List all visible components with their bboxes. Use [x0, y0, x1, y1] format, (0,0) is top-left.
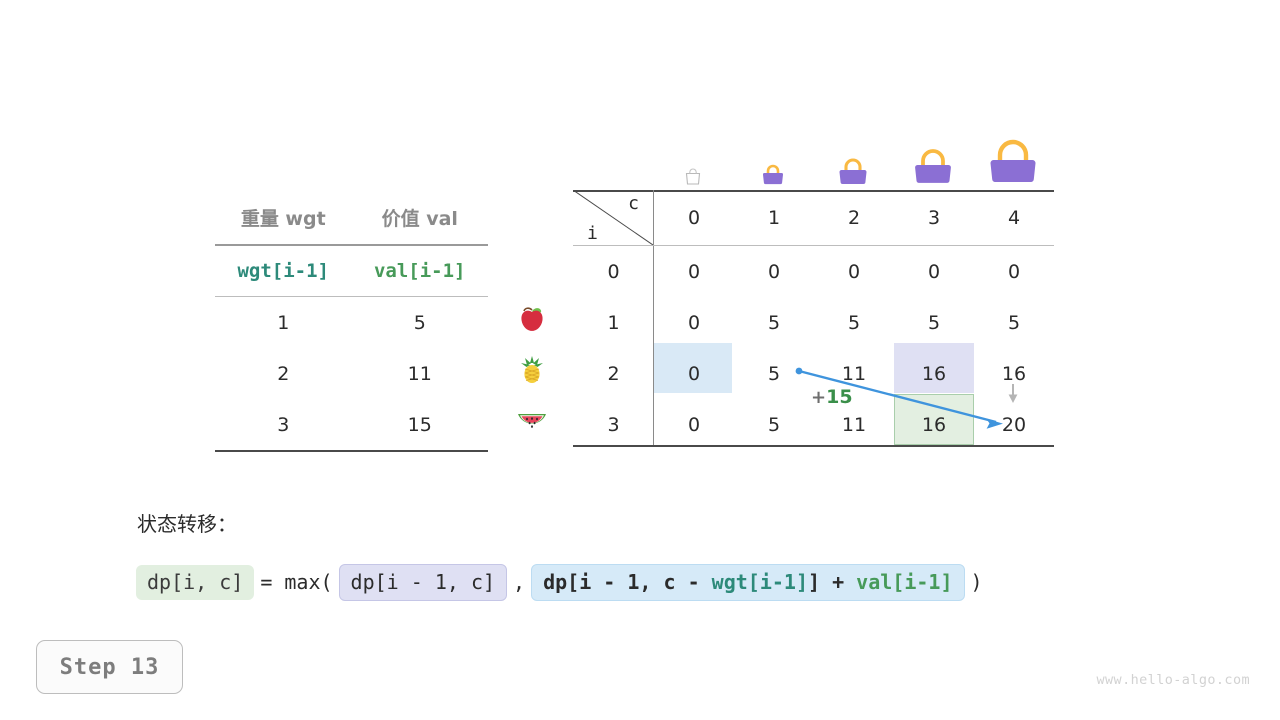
dp-cell-0-0: 0: [687, 260, 701, 283]
column-header-value: 价值 val: [351, 190, 488, 246]
dp-cell-1-2: 5: [847, 311, 861, 334]
capacity-header-2: 2: [847, 206, 861, 229]
row-label-2: 2: [607, 362, 620, 385]
capacity-header-3: 3: [927, 206, 941, 229]
dp-cell-2-4: 16: [1001, 362, 1027, 385]
dp-cell-3-0: 0: [687, 413, 701, 436]
bag-capacity-icons: [653, 126, 1053, 186]
item-weight-1: 1: [277, 311, 290, 334]
formula-equals: =: [260, 570, 273, 594]
row-label-3: 3: [607, 413, 620, 436]
dp-cell-2-0: 0: [687, 362, 701, 385]
dp-cell-0-4: 0: [1007, 260, 1021, 283]
item-table-variable-row: wgt[i-1] val[i-1]: [215, 245, 488, 297]
status-badge: Step 13: [36, 640, 183, 694]
dp-cell-2-3: 16: [921, 362, 947, 385]
formula-option-skip: dp[i - 1, c]: [338, 563, 508, 601]
increment-sign: +: [811, 387, 827, 408]
dp-corner-spacer: [573, 190, 654, 246]
watermelon-icon: [510, 405, 554, 440]
table-top-rule: [573, 190, 1054, 192]
bag-icon-0: [653, 166, 733, 186]
item-value-2: 11: [407, 362, 432, 385]
dp-cell-1-4: 5: [1007, 311, 1021, 334]
transition-heading: 状态转移：: [137, 512, 237, 536]
dp-cell-0-1: 0: [767, 260, 781, 283]
table-row: 2 11: [215, 348, 488, 399]
dp-cell-3-3: 16: [921, 413, 947, 436]
diagonal-divider-icon: [573, 190, 653, 245]
item-value-3: 15: [351, 399, 488, 452]
watermark: www.hello-algo.com: [1096, 672, 1250, 688]
corner-header-cell: c i: [573, 190, 653, 245]
formula-option-take: dp[i - 1, c - wgt[i-1]] + val[i-1]: [531, 563, 965, 601]
formula-close-paren: ): [970, 570, 983, 594]
dp-cell-3-4: 20: [1001, 413, 1027, 436]
formula-target: dp[i, c]: [136, 564, 255, 600]
dp-cell-0-3: 0: [927, 260, 941, 283]
pineapple-icon: [510, 354, 554, 389]
capacity-header-4: 4: [1007, 206, 1021, 229]
formula-take-prefix: dp[i - 1, c -: [543, 569, 712, 594]
capacity-header-1: 1: [767, 206, 781, 229]
bag-icon-1: [733, 160, 813, 186]
table-row: 3 15: [215, 399, 488, 452]
corner-label-c: c: [628, 193, 639, 214]
item-value-1: 5: [413, 311, 426, 334]
table-row: 1 5: [215, 297, 488, 349]
item-weight-2: 2: [277, 362, 290, 385]
dp-cell-2-1: 5: [767, 362, 781, 385]
bag-icon-4: [973, 134, 1053, 186]
apple-icon: [510, 303, 554, 338]
step-label: Step 13: [59, 654, 160, 680]
formula-take-mid: ] +: [808, 569, 857, 594]
corner-label-i: i: [587, 223, 598, 244]
variable-val-label: val[i-1]: [351, 245, 488, 297]
increment-number: 15: [826, 386, 853, 408]
item-weight-value-table: 重量 wgt 价值 val wgt[i-1] val[i-1] 1 5 2 11…: [215, 190, 488, 452]
state-transition-formula: dp[i, c] = max( dp[i - 1, c] , dp[i - 1,…: [136, 559, 989, 605]
formula-take-wgt: wgt[i-1]: [711, 569, 808, 594]
dp-cell-3-1: 5: [767, 413, 781, 436]
arrow-increment-label: +15: [811, 386, 853, 408]
bag-icon-3: [893, 144, 973, 186]
column-header-weight: 重量 wgt: [215, 190, 352, 246]
table-bottom-rule: [573, 445, 1054, 447]
formula-take-val: val[i-1]: [856, 569, 953, 594]
capacity-header-0: 0: [687, 206, 701, 229]
formula-max-open: max(: [284, 570, 333, 594]
dp-cell-1-3: 5: [927, 311, 941, 334]
item-table-header-row: 重量 wgt 价值 val: [215, 190, 488, 246]
row-label-0: 0: [607, 260, 620, 283]
table-header-rule: [573, 245, 1054, 246]
table-row: 1 0 5 5 5 5: [573, 297, 1054, 348]
dp-cell-1-1: 5: [767, 311, 781, 334]
bag-icon-2: [813, 154, 893, 186]
formula-comma: ,: [513, 570, 526, 594]
table-vertical-rule: [653, 190, 654, 445]
dp-header-row: 0 1 2 3 4: [573, 190, 1054, 246]
item-weight-3: 3: [215, 399, 352, 452]
highlight-source-cell: [654, 343, 732, 393]
variable-wgt-label: wgt[i-1]: [215, 245, 352, 297]
table-row: 0 0 0 0 0 0: [573, 246, 1054, 298]
row-label-1: 1: [607, 311, 620, 334]
dp-cell-1-0: 0: [687, 311, 701, 334]
dp-cell-0-2: 0: [847, 260, 861, 283]
